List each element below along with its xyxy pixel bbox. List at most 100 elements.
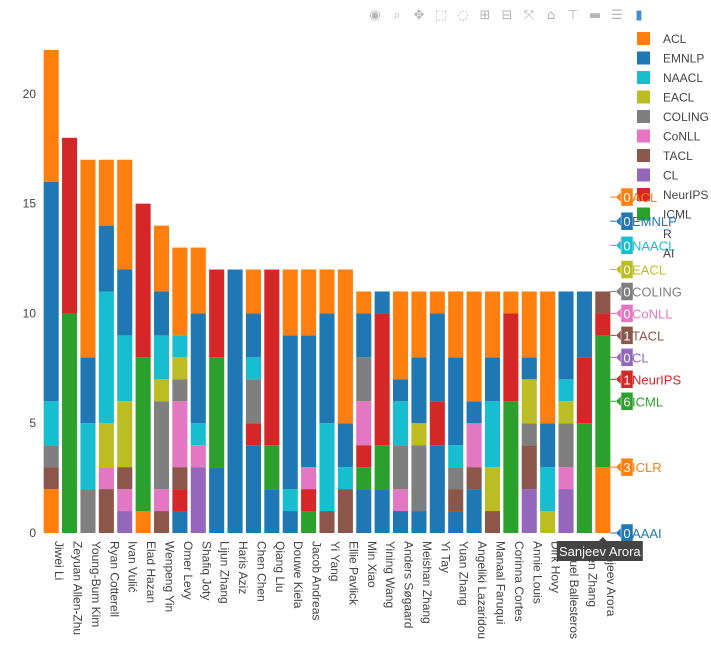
bar-segment-coling[interactable] [153,401,170,490]
bar-segment-emnlp[interactable] [576,291,592,358]
bar-segment-emnlp[interactable] [393,379,409,402]
bar-segment-acl[interactable] [521,291,537,358]
bar-segment-acl[interactable] [43,49,59,182]
bar-segment-coling[interactable] [356,357,372,402]
bar-segment-emnlp[interactable] [172,511,188,533]
bar-segment-emnlp[interactable] [558,291,574,380]
legend-label[interactable]: ACL [663,32,687,46]
bar-segment-naacl[interactable] [190,423,206,446]
bar-segment-neurips[interactable] [135,203,151,358]
bar-segment-tacl[interactable] [98,489,114,533]
bar-segment-emnlp[interactable] [448,357,464,446]
autoscale-icon[interactable]: ⤧ [523,7,535,23]
bar-segment-emnlp[interactable] [301,335,317,468]
bar-segment-coling[interactable] [448,467,464,490]
bar-segment-icml[interactable] [301,511,317,533]
legend-swatch-coling[interactable] [637,110,650,123]
legend-label[interactable]: R [663,227,672,241]
bar-segment-acl[interactable] [448,291,464,358]
bar-segment-neurips[interactable] [209,269,225,358]
bar-segment-iclr[interactable] [43,489,59,533]
bar-segment-emnlp[interactable] [429,445,445,533]
bar-segment-emnlp[interactable] [540,423,556,468]
legend-swatch-neurips[interactable] [637,188,650,201]
bar-segment-naacl[interactable] [117,335,133,402]
bar-segment-emnlp[interactable] [393,511,409,533]
bar-segment-eacl[interactable] [484,467,501,512]
bar-segment-eacl[interactable] [117,401,133,468]
bar-segment-neurips[interactable] [245,423,261,446]
bar-segment-eacl[interactable] [411,423,427,446]
bar-segment-emnlp[interactable] [356,313,372,358]
bar-segment-tacl[interactable] [43,467,59,490]
hover-compare-icon[interactable]: ☰ [611,7,623,23]
legend-label[interactable]: NAACL [663,71,703,85]
bar-segment-icml[interactable] [209,357,225,468]
bar-segment-conll[interactable] [98,467,114,490]
bar-segment-emnlp[interactable] [80,357,96,424]
bar-segment-tacl[interactable] [172,467,188,490]
bar-segment-coling[interactable] [43,445,59,468]
bar-segment-conll[interactable] [558,467,574,490]
legend-label[interactable]: ICML [663,208,692,222]
bar-segment-naacl[interactable] [153,335,170,380]
legend-label[interactable]: AI [663,247,674,261]
bar-segment-acl[interactable] [80,159,96,358]
bar-segment-icml[interactable] [264,445,280,490]
bar-segment-emnlp[interactable] [521,357,537,380]
bar-segment-naacl[interactable] [172,335,188,358]
bar-segment-emnlp[interactable] [466,401,482,424]
bar-segment-eacl[interactable] [558,401,574,424]
legend-label[interactable]: TACL [663,149,693,163]
bar-segment-icml[interactable] [356,467,372,490]
pan-icon[interactable]: ✥ [413,7,425,23]
bar-segment-acl[interactable] [337,269,353,424]
bar-segment-emnlp[interactable] [245,313,261,358]
bar-segment-acl[interactable] [393,291,409,380]
box-select-icon[interactable]: ⬚ [434,7,448,23]
bar-segment-neurips[interactable] [576,357,592,424]
bar-segment-conll[interactable] [301,467,317,490]
bar-segment-conll[interactable] [356,401,372,446]
bar-segment-icml[interactable] [135,357,151,512]
legend-label[interactable]: EACL [663,91,695,105]
bar-segment-tacl[interactable] [484,511,501,533]
bar-segment-coling[interactable] [393,445,409,490]
bar-segment-emnlp[interactable] [484,357,501,402]
bar-segment-conll[interactable] [172,401,188,468]
bar-segment-conll[interactable] [117,489,133,512]
bar-segment-emnlp[interactable] [356,489,372,533]
spike-lines-icon[interactable]: ⊤ [567,7,579,23]
bar-segment-neurips[interactable] [264,269,280,446]
bar-segment-eacl[interactable] [172,357,188,380]
bar-segment-emnlp[interactable] [282,335,298,490]
bar-segment-acl[interactable] [172,247,188,336]
bar-segment-emnlp[interactable] [43,181,59,402]
bar-segment-coling[interactable] [558,423,574,468]
bar-segment-conll[interactable] [393,489,409,512]
bar-segment-tacl[interactable] [153,511,170,533]
bar-segment-neurips[interactable] [172,489,188,512]
bar-segment-acl[interactable] [190,247,206,314]
legend-label[interactable]: CoNLL [663,130,701,144]
bar-segment-emnlp[interactable] [264,489,280,533]
bar-segment-tacl[interactable] [521,445,537,490]
bar-segment-acl[interactable] [301,269,317,336]
bar-segment-acl[interactable] [503,291,519,314]
bar-segment-cl[interactable] [190,467,206,533]
bar-segment-emnlp[interactable] [319,313,335,424]
bar-segment-eacl[interactable] [540,511,556,533]
bar-segment-acl[interactable] [98,159,114,226]
bar-segment-iclr[interactable] [595,467,611,533]
bar-segment-emnlp[interactable] [448,511,464,533]
bar-segment-neurips[interactable] [356,445,372,468]
bar-segment-tacl[interactable] [466,467,482,490]
legend-swatch-tacl[interactable] [637,149,650,162]
bar-segment-conll[interactable] [153,489,170,512]
bar-segment-naacl[interactable] [98,291,114,424]
legend-swatch-acl[interactable] [637,32,650,45]
bar-segment-emnlp[interactable] [466,489,482,533]
bar-segment-neurips[interactable] [374,313,390,446]
bar-segment-icml[interactable] [576,423,592,533]
bar-segment-emnlp[interactable] [374,291,390,314]
